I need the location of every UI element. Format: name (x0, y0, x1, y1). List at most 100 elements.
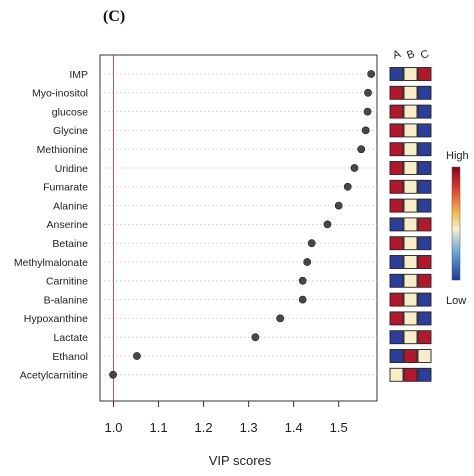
metabolite-label: glucose (52, 106, 88, 118)
legend-low-label: Low (446, 295, 466, 307)
data-point (364, 88, 372, 97)
metabolite-label: Carnitine (46, 276, 88, 288)
heatmap-cell (389, 67, 404, 81)
heatmap-column-label: A (391, 48, 403, 62)
heatmap-cell (403, 236, 418, 251)
metabolite-label: IMP (69, 69, 88, 81)
x-tick-label: 1.5 (330, 420, 348, 435)
heatmap-cell (389, 104, 404, 119)
heatmap-cell (403, 123, 418, 138)
metabolite-label: Glycine (53, 125, 88, 137)
metabolite-label: Acetylcarnitine (20, 370, 88, 382)
metabolite-label: Hypoxanthine (24, 313, 88, 325)
heatmap-cell (417, 142, 432, 157)
heatmap-cell (389, 236, 404, 251)
heatmap-cell (403, 85, 418, 100)
data-point (350, 164, 359, 172)
heatmap-cell (417, 161, 432, 175)
heatmap-cell (403, 330, 418, 345)
heatmap-cell (403, 67, 418, 81)
heatmap-cell (403, 349, 418, 363)
heatmap-cell (403, 367, 418, 382)
data-point (298, 276, 307, 285)
metabolite-label: Uridine (55, 163, 88, 175)
heatmap-cell (403, 311, 418, 326)
heatmap-cell (417, 198, 432, 213)
heatmap-cell (389, 179, 404, 194)
heatmap-cell (417, 255, 432, 269)
metabolite-label: Betaine (52, 238, 88, 250)
heatmap-cell (403, 104, 418, 119)
data-point (361, 126, 370, 135)
heatmap-cell (389, 85, 404, 100)
heatmap-cell (417, 104, 432, 119)
heatmap-cell (389, 292, 404, 307)
data-point (298, 295, 307, 304)
heatmap-cell (417, 292, 432, 307)
heatmap-cell (403, 292, 418, 307)
x-tick-label: 1.3 (240, 420, 258, 435)
x-tick-label: 1.1 (150, 420, 168, 435)
heatmap-cell (389, 330, 404, 345)
data-point (307, 239, 316, 248)
x-tick-label: 1.2 (195, 420, 213, 435)
heatmap-cell (417, 330, 432, 345)
data-point (357, 145, 366, 154)
heatmap-cell (403, 142, 418, 157)
legend-color-bar (451, 166, 461, 281)
heatmap-column-label: C (419, 48, 431, 62)
data-point (343, 182, 352, 191)
metabolite-label: Methylmalonate (14, 257, 88, 269)
data-point (109, 370, 117, 379)
heatmap-cell (389, 311, 404, 326)
metabolite-label: B-alanine (44, 294, 89, 306)
heatmap-cell (403, 273, 418, 288)
panel-label: (C) (103, 8, 126, 25)
heatmap-cell (417, 85, 432, 100)
heatmap-cell (403, 179, 418, 194)
data-point (334, 201, 343, 210)
heatmap-cell (417, 179, 432, 194)
heatmap-cell (389, 273, 404, 288)
x-tick-label: 1.0 (104, 420, 122, 435)
heatmap-cell (389, 123, 404, 138)
heatmap-cell (389, 367, 404, 382)
heatmap-cell (403, 255, 418, 269)
plot-frame (99, 54, 378, 402)
data-point (323, 220, 332, 229)
x-tick-label: 1.4 (285, 420, 303, 435)
metabolite-label: Anserine (47, 219, 89, 231)
metabolite-label: Alanine (53, 200, 88, 212)
heatmap-cell (417, 123, 432, 138)
heatmap-cell (389, 161, 404, 175)
heatmap-cell (403, 161, 418, 175)
x-axis-title: VIP scores (209, 453, 272, 468)
heatmap-cell (389, 217, 404, 232)
heatmap-cell (417, 273, 432, 288)
heatmap-cell (389, 142, 404, 157)
metabolite-label: Ethanol (52, 351, 88, 363)
heatmap-cell (389, 349, 404, 363)
data-point (133, 352, 141, 360)
heatmap-cell (389, 198, 404, 213)
heatmap-cell (417, 349, 432, 363)
heatmap-cell (417, 67, 432, 81)
heatmap-cell (403, 217, 418, 232)
heatmap-cell (403, 198, 418, 213)
data-point (363, 107, 372, 116)
heatmap-cell (417, 367, 432, 382)
data-point (367, 70, 376, 78)
metabolite-label: Lactate (54, 332, 89, 344)
legend-high-label: High (446, 150, 469, 162)
data-point (303, 258, 312, 266)
heatmap-cell (417, 236, 432, 251)
heatmap-cell (417, 311, 432, 326)
metabolite-label: Methionine (37, 144, 89, 156)
heatmap-cell (417, 217, 432, 232)
heatmap-cell (389, 255, 404, 269)
metabolite-label: Fumarate (43, 182, 88, 194)
data-point (251, 333, 260, 342)
heatmap-column-label: B (405, 48, 416, 62)
metabolite-label: Myo-inositol (32, 88, 88, 100)
